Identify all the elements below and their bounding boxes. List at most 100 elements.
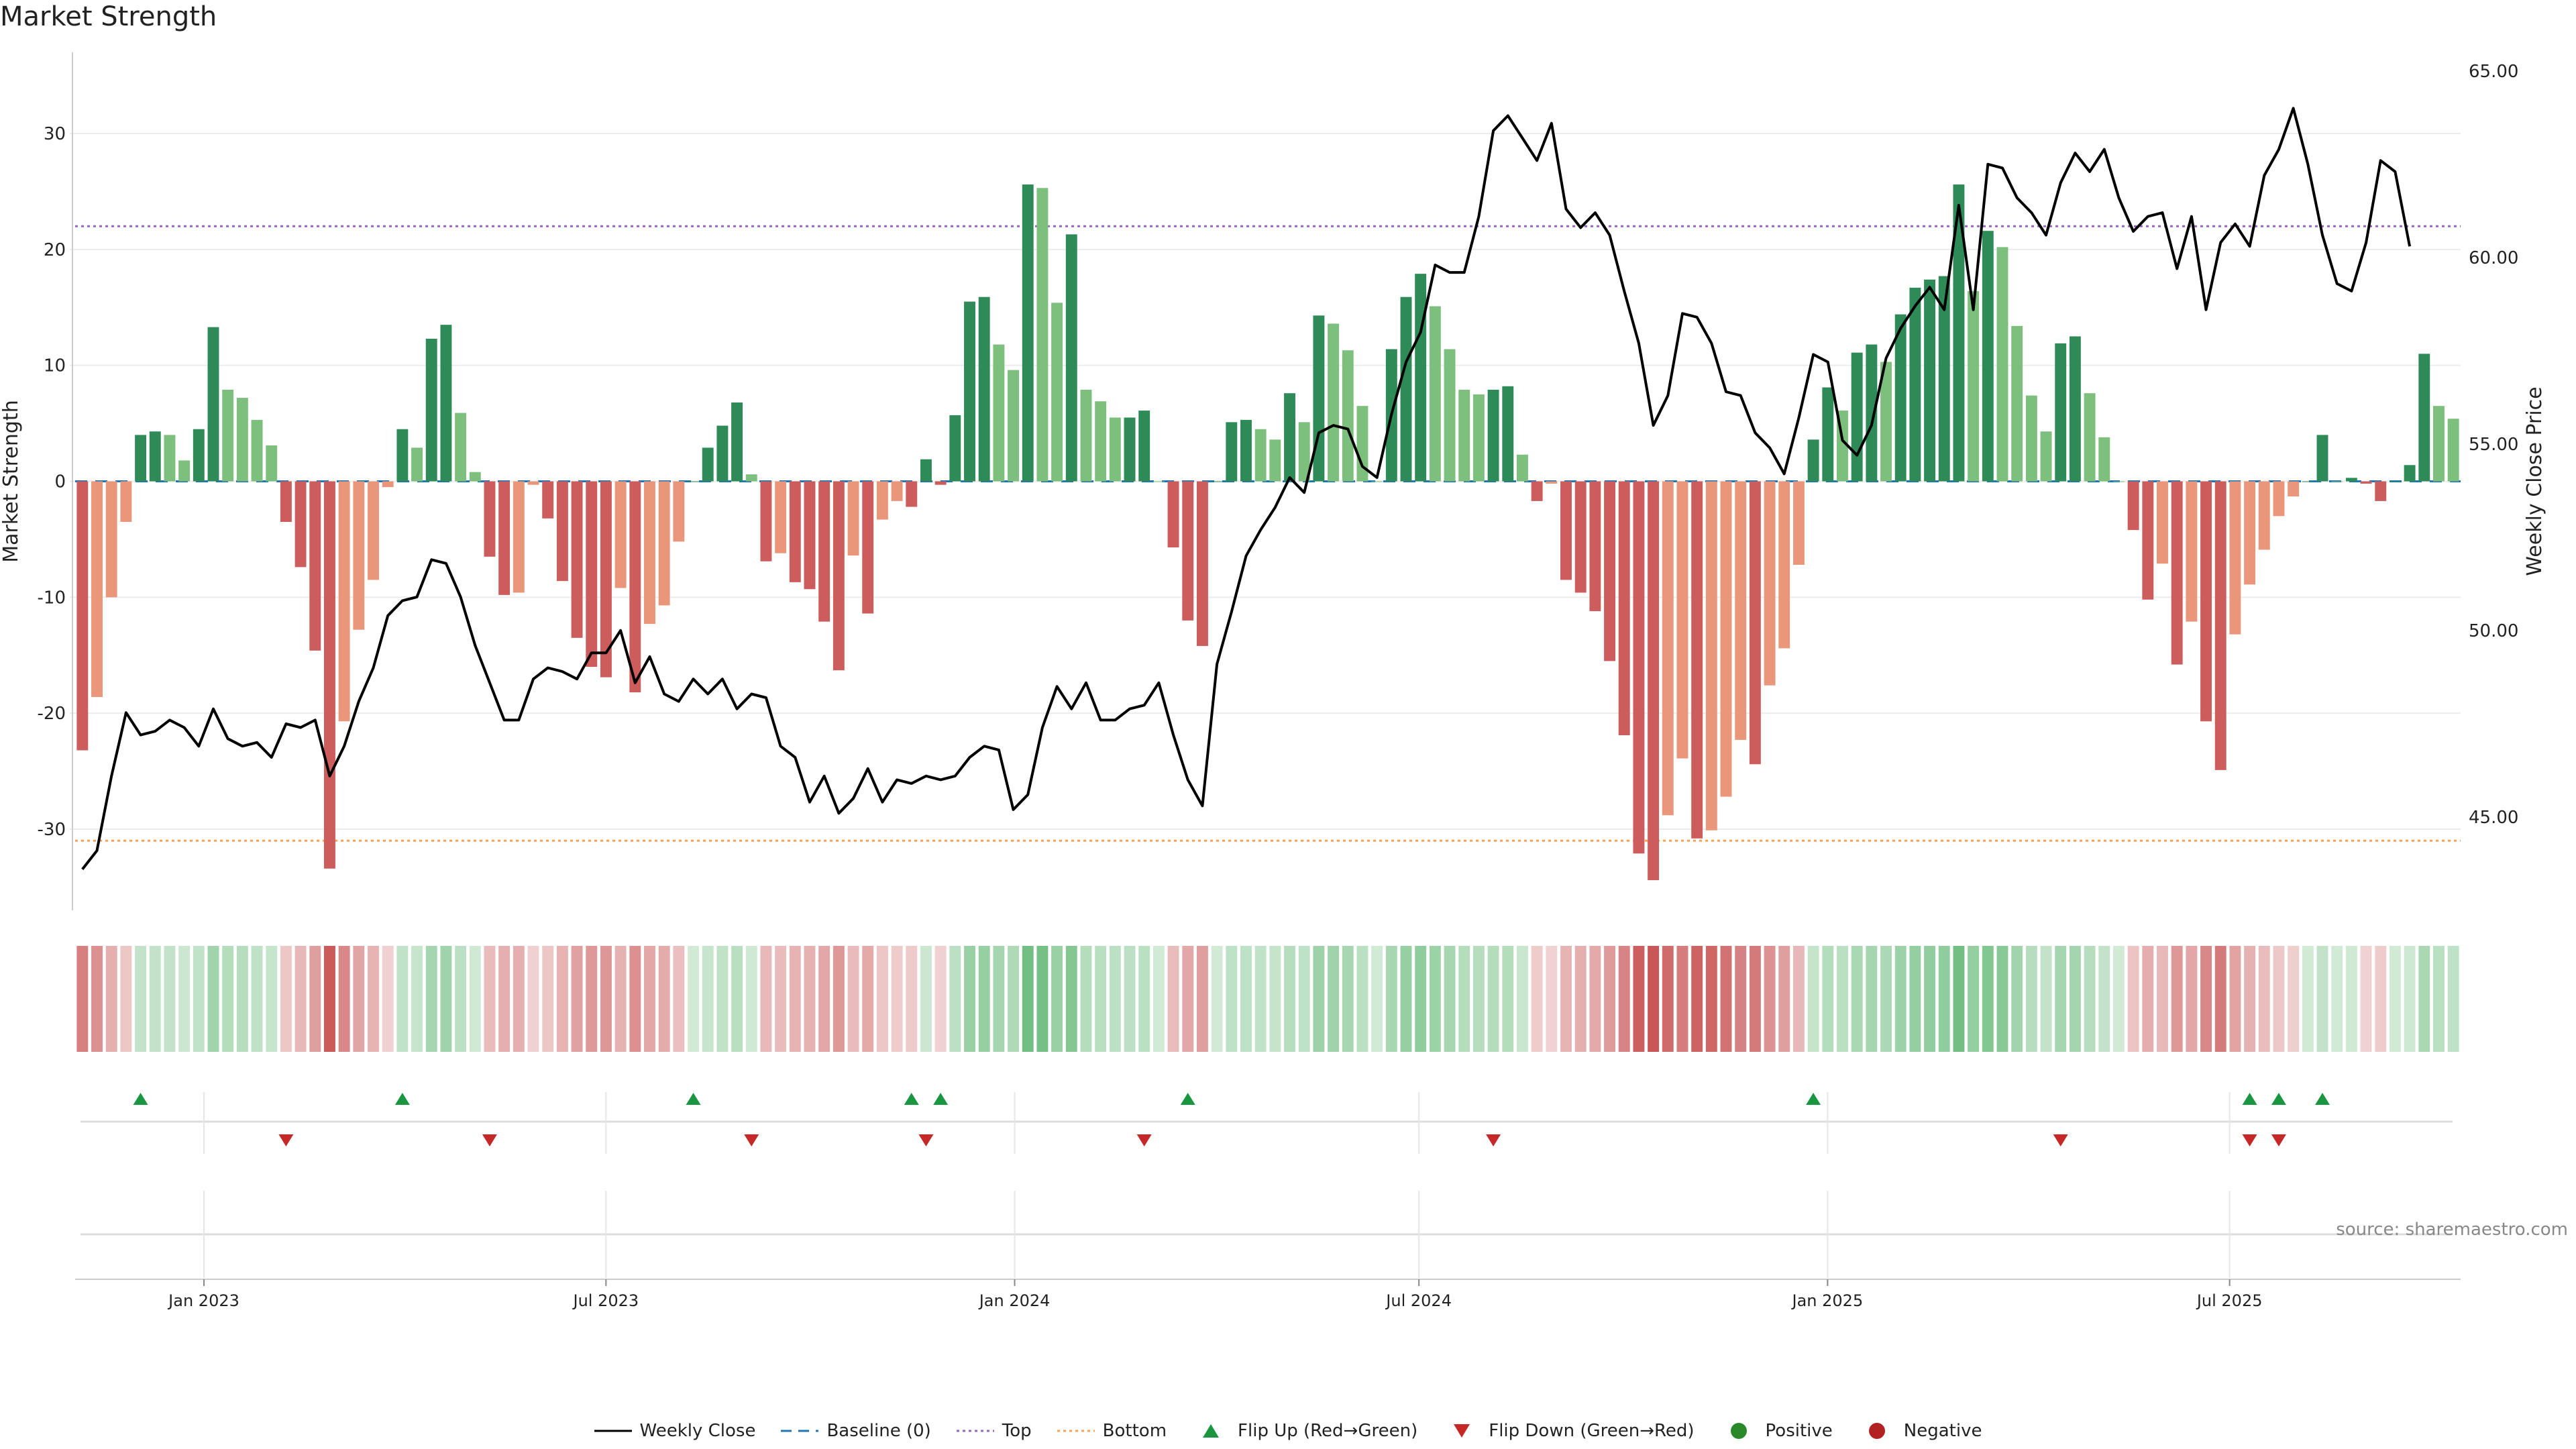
heat-cell: [1938, 946, 1950, 1052]
heat-cell: [2316, 946, 2328, 1052]
heat-cell: [2069, 946, 2081, 1052]
strength-bar: [353, 481, 365, 630]
strength-bar: [1894, 314, 1907, 482]
heat-cell: [425, 946, 437, 1052]
strength-bar: [1022, 184, 1034, 482]
right-tick-label: 60.00: [2469, 248, 2518, 268]
heat-cell: [1124, 946, 1136, 1052]
strength-bar: [1953, 184, 1965, 482]
flip-down-marker: [918, 1134, 934, 1146]
flip-up-marker: [1180, 1093, 1195, 1105]
heat-cell: [1720, 946, 1732, 1052]
heat-cell: [2157, 946, 2168, 1052]
flip-up-marker: [2315, 1093, 2330, 1105]
strength-bar: [760, 481, 772, 561]
strength-bar: [76, 481, 89, 751]
heat-cell: [1371, 946, 1383, 1052]
heat-cell: [1982, 946, 1994, 1052]
strength-bar: [876, 481, 888, 520]
strength-bar: [716, 425, 729, 482]
flip-up-marker: [394, 1093, 410, 1105]
legend-item-flip-up: Flip Up (Red→Green): [1192, 1421, 1417, 1441]
strength-bar: [789, 481, 801, 582]
flip-up-marker: [2242, 1093, 2257, 1105]
heat-cell: [1924, 946, 1936, 1052]
flip-up-marker: [133, 1093, 148, 1105]
strength-bar: [455, 413, 467, 482]
strength-bar: [368, 481, 379, 580]
source-note: source: sharemaestro.com: [2336, 1220, 2568, 1240]
strength-bar: [1618, 481, 1630, 736]
strength-bar: [1284, 393, 1295, 482]
heat-cell: [251, 946, 263, 1052]
heat-cell: [1167, 946, 1179, 1052]
legend-item-top: Top: [956, 1421, 1032, 1441]
heat-cell: [1866, 946, 1878, 1052]
heat-cell: [513, 946, 525, 1052]
heat-cell: [193, 946, 205, 1052]
heat-cell: [978, 946, 990, 1052]
heat-cell: [1996, 946, 2008, 1052]
strength-bar: [1109, 417, 1121, 482]
strength-bar: [1546, 481, 1558, 484]
flip-down-marker: [2271, 1134, 2286, 1146]
heat-cell: [542, 946, 554, 1052]
strength-bar: [658, 481, 670, 606]
heat-cell: [1328, 946, 1340, 1052]
heat-cell: [1909, 946, 1921, 1052]
strength-bar: [498, 481, 511, 595]
heat-cell: [222, 946, 234, 1052]
heat-cell: [1138, 946, 1150, 1052]
strength-bar: [1648, 481, 1660, 881]
strength-bar: [1342, 350, 1354, 482]
heat-cell: [1851, 946, 1863, 1052]
heat-cell: [2084, 946, 2096, 1052]
strength-bar: [1051, 303, 1063, 482]
heat-cell: [1676, 946, 1688, 1052]
heat-cell: [1968, 946, 1980, 1052]
strength-bar: [1589, 481, 1601, 612]
heat-cell: [2345, 946, 2357, 1052]
strength-bar: [396, 429, 409, 482]
flip-down-marker: [1486, 1134, 1501, 1146]
heat-cell: [658, 946, 670, 1052]
heat-cell: [629, 946, 641, 1052]
strength-bar: [1604, 481, 1616, 661]
heat-cell: [1458, 946, 1470, 1052]
strength-bar: [2055, 343, 2067, 482]
triangle-up-icon: [1203, 1424, 1220, 1438]
heat-cell: [2331, 946, 2343, 1052]
legend-label-top: Top: [1002, 1421, 1032, 1441]
strength-bar: [2025, 395, 2037, 482]
strength-bar: [1008, 370, 1020, 482]
heat-cell: [1618, 946, 1630, 1052]
strength-bar: [149, 431, 161, 482]
heat-cell: [2288, 946, 2300, 1052]
strength-bar: [731, 402, 743, 482]
strength-bar: [702, 447, 714, 482]
heat-cell: [2229, 946, 2241, 1052]
strength-bar: [542, 481, 554, 519]
legend-item-negative: Negative: [1858, 1421, 1982, 1441]
strength-bar: [309, 481, 321, 651]
left-axis-title: Market Strength: [0, 400, 23, 562]
heat-cell: [614, 946, 627, 1052]
flip-down-marker: [744, 1134, 759, 1146]
heat-cell: [1735, 946, 1747, 1052]
strength-bar: [673, 481, 685, 542]
strength-bar: [266, 445, 278, 482]
heat-cell: [1749, 946, 1761, 1052]
heat-cell: [586, 946, 598, 1052]
strength-bar: [2433, 406, 2445, 482]
heat-cell: [2127, 946, 2139, 1052]
heat-cell: [1254, 946, 1267, 1052]
heat-cell: [76, 946, 89, 1052]
strength-bar: [1691, 481, 1703, 839]
heat-cell: [266, 946, 278, 1052]
strength-bar: [1968, 291, 1980, 482]
heat-cell: [833, 946, 845, 1052]
heat-cell: [236, 946, 248, 1052]
strength-bar: [1400, 297, 1412, 482]
strength-bar: [2316, 435, 2328, 482]
heat-cell: [1633, 946, 1645, 1052]
